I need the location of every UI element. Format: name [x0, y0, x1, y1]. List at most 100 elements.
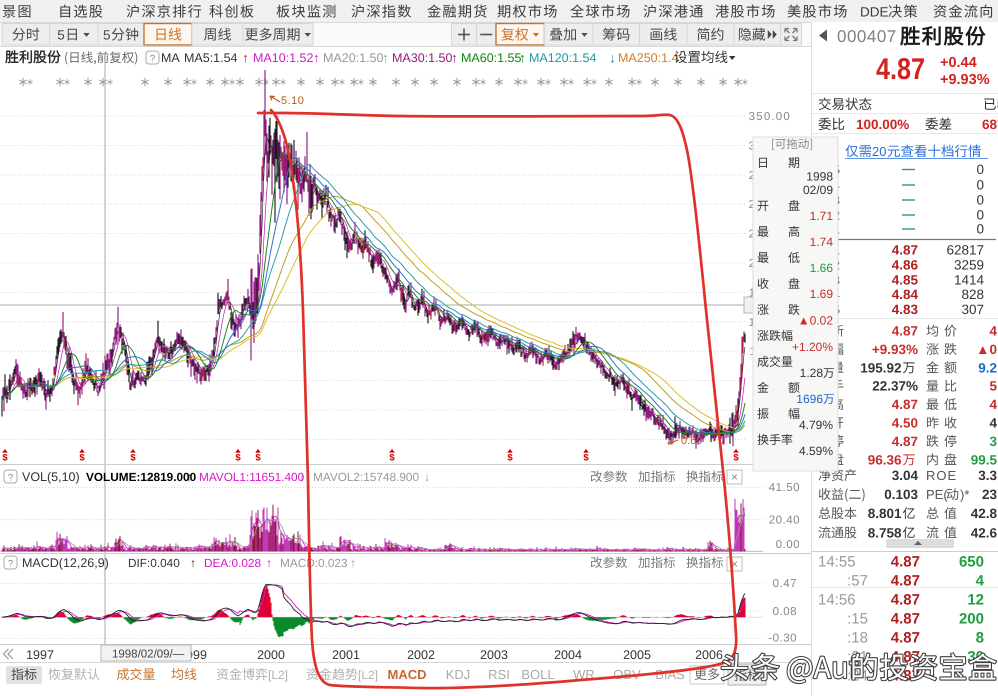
svg-text:8.801: 8.801 [868, 506, 902, 521]
svg-text:1.28: 1.28 [800, 366, 824, 380]
svg-text:[L2]: [L2] [268, 668, 288, 682]
svg-text:1998/02/09/—: 1998/02/09/— [112, 649, 185, 661]
svg-text:↑: ↑ [451, 51, 458, 66]
svg-text:96.36: 96.36 [868, 452, 902, 467]
svg-text:42.6: 42.6 [971, 525, 998, 540]
svg-text:828: 828 [961, 287, 984, 302]
svg-text:2004: 2004 [554, 648, 582, 662]
svg-text:4.83: 4.83 [892, 302, 919, 317]
svg-text:4.87: 4.87 [891, 649, 920, 666]
svg-text:MAVOL1:11651.400: MAVOL1:11651.400 [199, 470, 305, 484]
svg-text:307: 307 [961, 302, 984, 317]
svg-text:MACD(12,26,9): MACD(12,26,9) [22, 556, 109, 570]
svg-text:0.00: 0.00 [776, 539, 800, 551]
svg-text:4.87: 4.87 [892, 243, 918, 258]
svg-text:4.87: 4.87 [876, 53, 925, 86]
svg-text::15: :15 [847, 611, 868, 628]
svg-text:↑: ↑ [350, 556, 356, 570]
svg-text:+9.93%: +9.93% [940, 72, 990, 88]
svg-text:4.87: 4.87 [891, 592, 920, 609]
svg-text:1414: 1414 [954, 272, 985, 287]
svg-text:×: × [731, 470, 738, 484]
svg-text:1696: 1696 [796, 392, 823, 406]
svg-text:↑: ↑ [190, 556, 196, 570]
svg-text:5.10: 5.10 [281, 95, 304, 107]
svg-text:1.71: 1.71 [810, 209, 834, 223]
svg-text:2006: 2006 [695, 648, 723, 662]
svg-text:23: 23 [982, 487, 998, 502]
svg-text:4.87: 4.87 [892, 397, 918, 412]
svg-text:0: 0 [976, 208, 984, 223]
svg-text:MA30:1.50: MA30:1.50 [392, 51, 453, 65]
svg-text:3.04: 3.04 [892, 468, 919, 483]
svg-text:-0.30: -0.30 [768, 633, 797, 645]
svg-text:↑: ↑ [382, 51, 389, 66]
svg-text:62817: 62817 [946, 243, 984, 258]
svg-text:↓: ↓ [299, 470, 305, 484]
svg-text:0.60: 0.60 [681, 435, 702, 447]
svg-text:1.74: 1.74 [810, 235, 834, 249]
svg-text:14:55: 14:55 [818, 554, 856, 571]
svg-text:3.3: 3.3 [978, 468, 997, 483]
svg-text:41.50: 41.50 [769, 482, 800, 494]
svg-text:22.37%: 22.37% [872, 379, 918, 394]
svg-text:?: ? [8, 473, 13, 484]
svg-text:↑: ↑ [186, 470, 192, 484]
svg-text:KDJ: KDJ [446, 667, 471, 682]
svg-text:VOLUME:12819.000: VOLUME:12819.000 [86, 470, 197, 484]
svg-text:0.103: 0.103 [884, 487, 918, 502]
svg-text:8.758: 8.758 [868, 525, 902, 540]
svg-text:2003: 2003 [480, 648, 508, 662]
svg-text:×: × [731, 557, 738, 571]
svg-text:1997: 1997 [26, 648, 54, 662]
svg-text:100.00%: 100.00% [856, 117, 909, 132]
svg-text:1.66: 1.66 [810, 261, 834, 275]
svg-text:4: 4 [989, 416, 997, 431]
svg-text:+1.20%: +1.20% [792, 340, 833, 354]
svg-text:↓: ↓ [609, 51, 616, 66]
svg-text:1998: 1998 [806, 170, 833, 184]
svg-text:02/09: 02/09 [803, 183, 833, 197]
svg-text:RSI: RSI [488, 667, 510, 682]
svg-text:DDE: DDE [860, 5, 889, 20]
svg-text:4.79%: 4.79% [799, 418, 833, 432]
svg-text:MA250:1.4: MA250:1.4 [618, 51, 679, 65]
svg-text:▲0: ▲0 [976, 342, 997, 357]
svg-text:?: ? [150, 54, 155, 65]
svg-text:2001: 2001 [332, 648, 360, 662]
svg-text:3259: 3259 [954, 257, 984, 272]
svg-text:0.47: 0.47 [773, 578, 797, 590]
svg-text:+0.44: +0.44 [940, 55, 977, 71]
svg-text:20.40: 20.40 [769, 515, 800, 527]
svg-text:3: 3 [989, 434, 997, 449]
svg-text:↑: ↑ [313, 51, 320, 66]
svg-text:4.87: 4.87 [891, 573, 920, 590]
svg-text:↑: ↑ [266, 556, 272, 570]
svg-text:4.87: 4.87 [892, 324, 918, 339]
svg-text:2002: 2002 [407, 648, 435, 662]
svg-text:687: 687 [982, 117, 998, 132]
svg-text:2005: 2005 [623, 648, 651, 662]
svg-text:5: 5 [57, 28, 65, 43]
svg-text:5: 5 [103, 28, 111, 43]
svg-text:0: 0 [976, 193, 984, 208]
svg-text:0: 0 [976, 178, 984, 193]
svg-text:DIF:0.040: DIF:0.040 [128, 556, 180, 570]
svg-text:↑: ↑ [242, 51, 249, 66]
svg-text:2000: 2000 [257, 648, 285, 662]
svg-text:4.87: 4.87 [891, 630, 920, 647]
svg-text:MA60:1.55: MA60:1.55 [461, 51, 522, 65]
svg-text:?: ? [8, 559, 13, 570]
svg-text:650: 650 [959, 554, 984, 571]
svg-text:4.50: 4.50 [892, 416, 918, 431]
svg-text:MAVOL2:15748.900: MAVOL2:15748.900 [313, 470, 419, 484]
svg-text:DEA:0.028: DEA:0.028 [204, 556, 261, 570]
svg-text::18: :18 [847, 630, 868, 647]
svg-text:0: 0 [976, 162, 984, 177]
svg-text:000407: 000407 [837, 27, 897, 46]
svg-text:14:56: 14:56 [818, 592, 856, 609]
svg-text:PE(: PE( [926, 487, 948, 502]
svg-text:+9.93%: +9.93% [872, 342, 918, 357]
svg-text:20: 20 [872, 144, 886, 159]
svg-text:MA10:1.52: MA10:1.52 [253, 51, 314, 65]
